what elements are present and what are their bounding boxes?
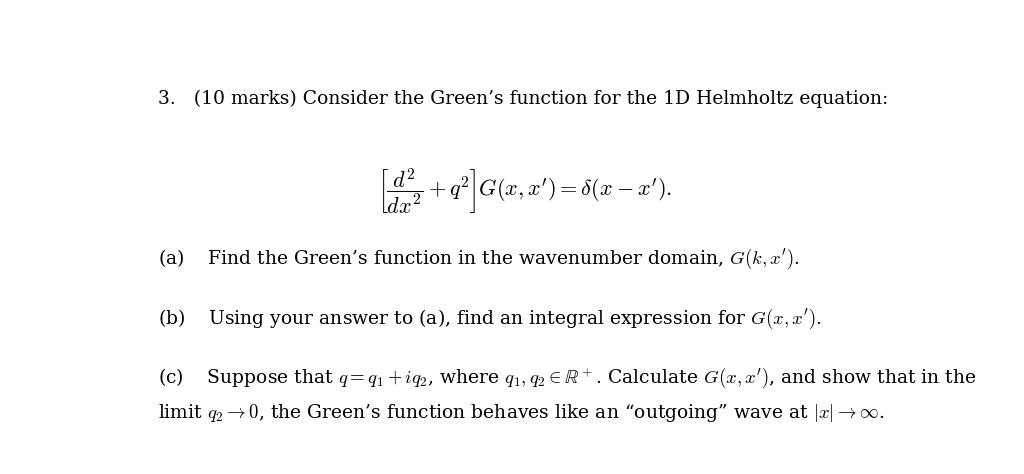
Text: (b)    Using your answer to (a), find an integral expression for $G(x, x')$.: (b) Using your answer to (a), find an in… [158, 307, 822, 331]
Text: limit $q_2 \to 0$, the Green’s function behaves like an “outgoing” wave at $|x| : limit $q_2 \to 0$, the Green’s function … [158, 402, 885, 424]
Text: (c)    Suppose that $q = q_1 + iq_2$, where $q_1, q_2 \in \mathbb{R}^+$. Calcula: (c) Suppose that $q = q_1 + iq_2$, where… [158, 365, 977, 390]
Text: $\left[\dfrac{d^2}{dx^2} + q^2\right] G(x, x') = \delta(x - x').$: $\left[\dfrac{d^2}{dx^2} + q^2\right] G(… [378, 166, 672, 216]
Text: 3.   (10 marks) Consider the Green’s function for the 1D Helmholtz equation:: 3. (10 marks) Consider the Green’s funct… [158, 90, 889, 108]
Text: (a)    Find the Green’s function in the wavenumber domain, $G(k, x')$.: (a) Find the Green’s function in the wav… [158, 246, 800, 271]
